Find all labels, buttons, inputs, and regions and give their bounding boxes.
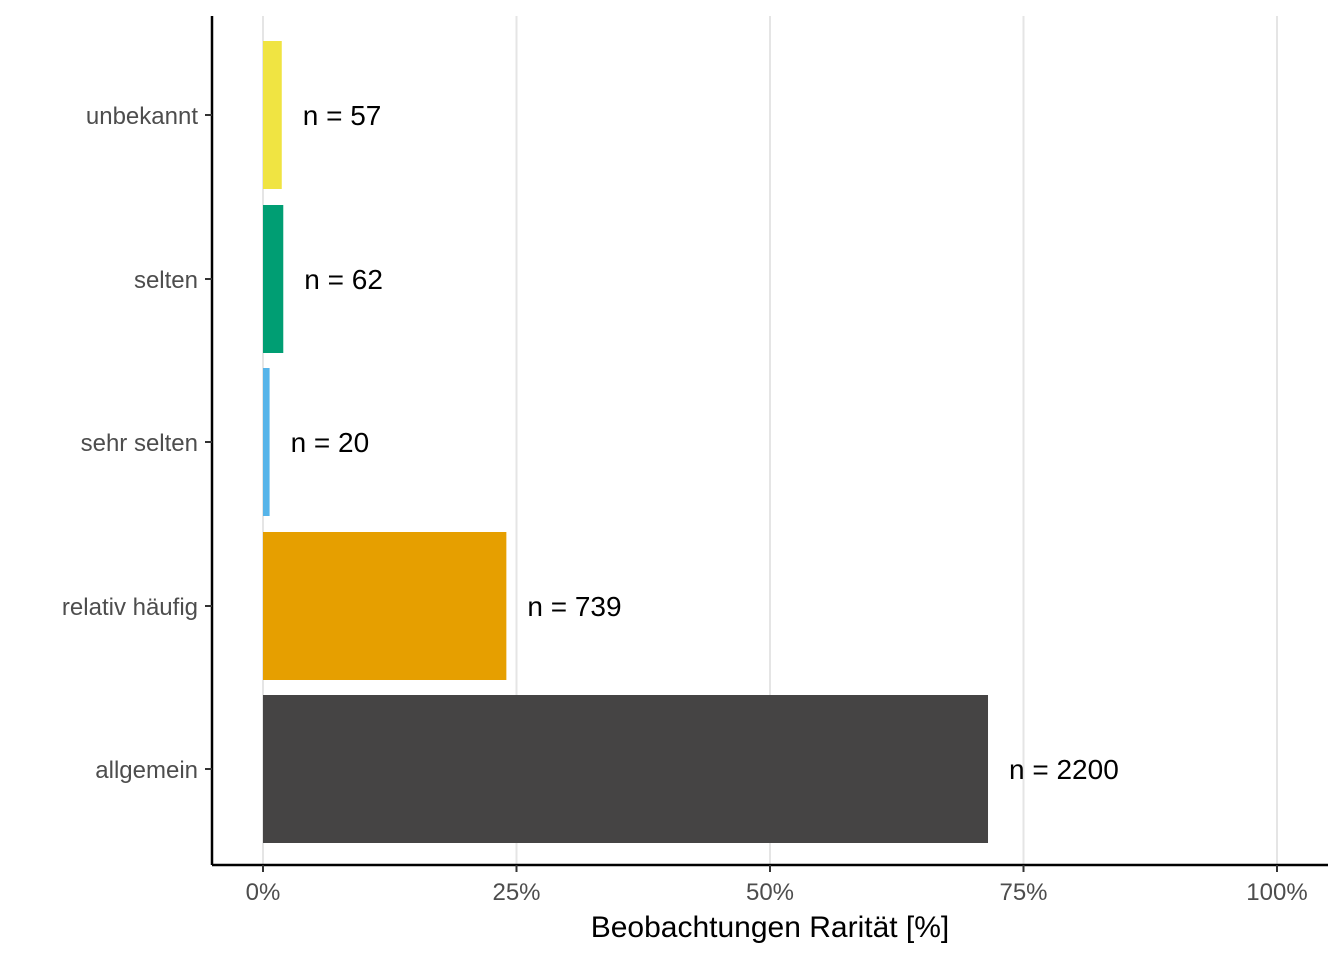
bar-labels: n = 57 n = 62 n = 20 n = 739 n = 2200 [291,100,1119,785]
y-tick-label-0: unbekannt [86,103,198,130]
bar-label-0: n = 57 [303,100,382,131]
bar-label-2: n = 20 [291,427,370,458]
x-tick-label-0: 0% [246,879,281,906]
x-tick-label-2: 50% [746,879,794,906]
y-tick-label-2: sehr selten [81,430,198,457]
bar-3 [263,532,507,680]
bar-1 [263,205,284,353]
x-axis-ticks: 0% 25% 50% 75% 100% [246,865,1308,906]
y-axis-ticks: unbekannt selten sehr selten relativ häufig… [62,103,212,784]
x-axis-title: Beobachtungen Rarität [%] [591,911,950,944]
bar-label-3: n = 739 [527,591,621,622]
y-tick-label-1: selten [134,267,198,294]
bar-4 [263,695,989,843]
bar-2 [263,368,270,516]
x-tick-label-1: 25% [492,879,540,906]
bar-0 [263,41,282,189]
x-tick-label-3: 75% [999,879,1047,906]
bar-label-4: n = 2200 [1009,754,1119,785]
bars [263,41,989,843]
y-tick-label-3: relativ häufig [62,594,198,621]
y-tick-label-4: allgemein [95,757,198,784]
bar-label-1: n = 62 [304,264,383,295]
x-tick-label-4: 100% [1246,879,1307,906]
